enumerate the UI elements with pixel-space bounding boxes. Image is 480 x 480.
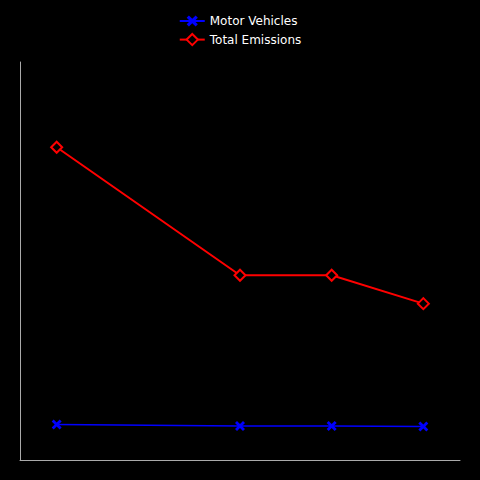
svg-text:Total Emissions: Total Emissions bbox=[209, 33, 301, 47]
svg-text:Motor Vehicles: Motor Vehicles bbox=[210, 14, 298, 28]
